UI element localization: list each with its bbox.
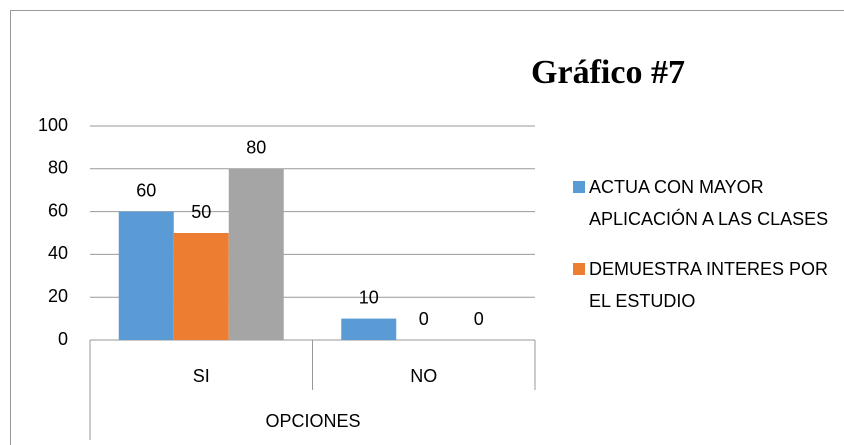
y-tick-label: 20 [48,286,68,306]
x-axis-label: OPCIONES [265,411,360,431]
y-tick-label: 80 [48,158,68,178]
legend-entry: ACTUA CON MAYOR APLICACIÓN A LAS CLASES [573,171,833,235]
data-label: 10 [359,287,379,307]
legend-label: DEMUESTRA INTERES POR EL ESTUDIO [589,259,829,311]
legend-entry: DEMUESTRA INTERES POR EL ESTUDIO [573,253,833,317]
data-label: 0 [474,309,484,329]
y-tick-label: 40 [48,243,68,263]
chart-border [10,10,844,445]
x-tick-label: NO [410,366,437,386]
legend-swatch [573,263,585,275]
legend-label: ACTUA CON MAYOR APLICACIÓN A LAS CLASES [589,177,829,229]
legend-swatch [573,181,585,193]
bar [228,168,284,340]
data-label: 60 [136,180,156,200]
y-tick-label: 100 [38,115,68,135]
bar [118,211,174,340]
bar [341,318,397,340]
chart-title: Gráfico #7 [531,54,685,91]
y-tick-label: 0 [58,329,68,349]
data-label: 80 [246,138,266,158]
x-tick-label: SI [193,366,210,386]
data-label: 50 [191,202,211,222]
y-tick-label: 60 [48,200,68,220]
bar [173,233,229,340]
data-label: 0 [419,309,429,329]
